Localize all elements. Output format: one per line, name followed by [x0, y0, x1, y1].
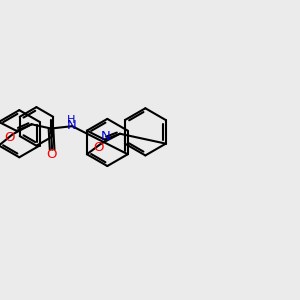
Text: O: O [46, 148, 56, 160]
Text: N: N [66, 119, 76, 132]
Text: N: N [101, 130, 111, 143]
Text: O: O [93, 141, 104, 154]
Text: H: H [67, 115, 76, 125]
Text: O: O [4, 131, 15, 144]
